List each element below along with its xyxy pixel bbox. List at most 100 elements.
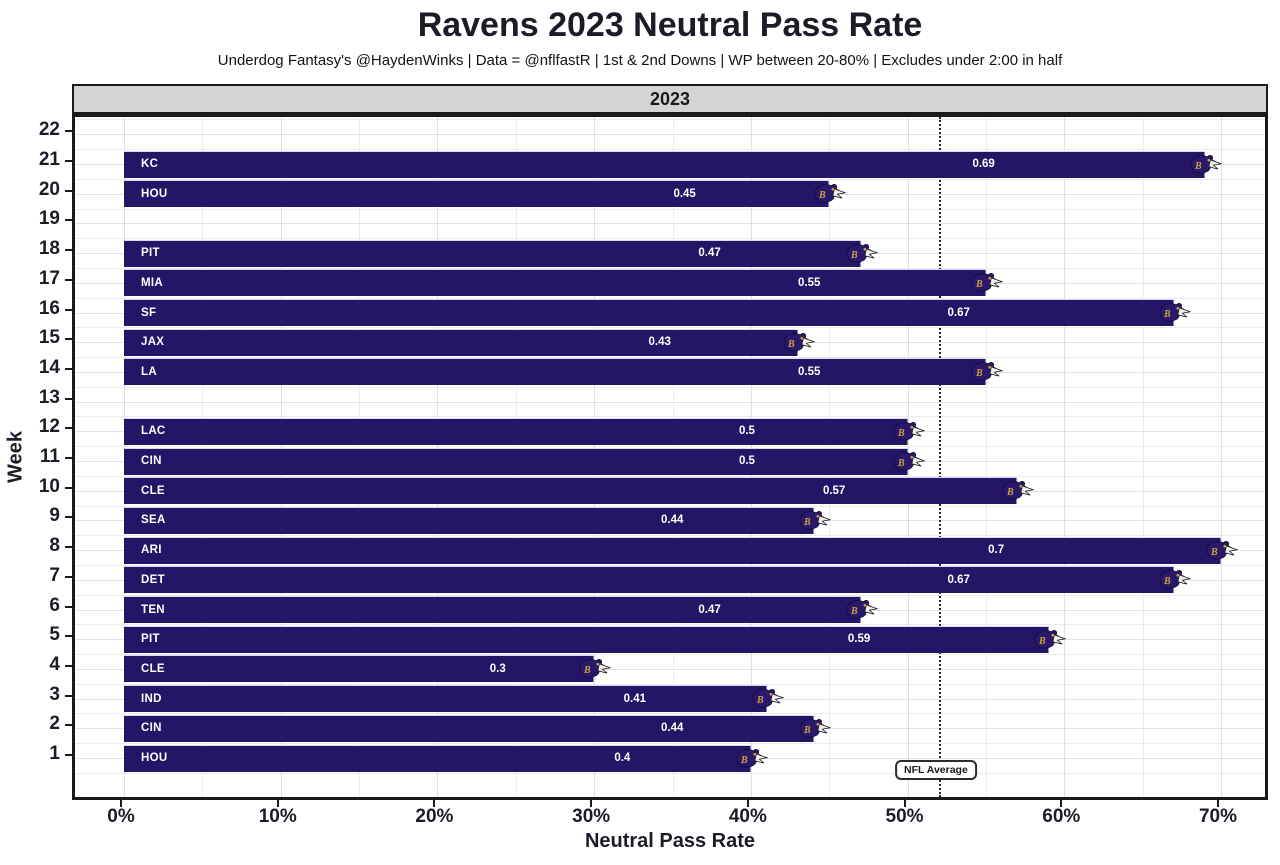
facet-strip: 2023 bbox=[72, 84, 1268, 114]
nfl-average-label: NFL Average bbox=[895, 760, 977, 780]
bar-value-label: 0.47 bbox=[698, 247, 721, 260]
y-axis-tick bbox=[65, 189, 72, 192]
gridline-vertical bbox=[985, 117, 987, 797]
gridline-horizontal bbox=[75, 134, 1265, 136]
y-axis-tick bbox=[65, 219, 72, 222]
bar-value-label: 0.44 bbox=[660, 722, 684, 735]
bar-value-label: 0.67 bbox=[947, 573, 970, 586]
pass-rate-bar-week-5: PIT 0.59 bbox=[124, 625, 1049, 653]
x-axis-tick-label: 20% bbox=[415, 806, 454, 827]
gridline-horizontal bbox=[75, 327, 1265, 329]
svg-text:B: B bbox=[1038, 636, 1046, 647]
svg-text:B: B bbox=[1163, 576, 1171, 587]
y-axis-tick-label: 18 bbox=[38, 238, 60, 260]
svg-text:B: B bbox=[1163, 309, 1171, 320]
ravens-logo-icon: B bbox=[797, 717, 832, 740]
pass-rate-bar-week-6: TEN 0.47 bbox=[124, 596, 861, 623]
pass-rate-bar-week-15: JAX 0.43 bbox=[124, 328, 798, 356]
pass-rate-bar-week-16: SF 0.67 bbox=[124, 299, 1174, 326]
ravens-logo-icon: B bbox=[797, 509, 832, 532]
gridline-horizontal bbox=[75, 772, 1265, 774]
bar-opponent-label: JAX bbox=[141, 336, 165, 349]
x-axis-tick-label: 40% bbox=[728, 806, 767, 827]
x-axis-tick bbox=[433, 800, 436, 807]
ravens-logo-icon: B bbox=[1188, 153, 1223, 176]
gridline-horizontal bbox=[75, 668, 1265, 670]
bar-opponent-label: MIA bbox=[141, 276, 163, 289]
ravens-logo-icon: B bbox=[812, 182, 847, 205]
bar-value-label: 0.7 bbox=[988, 544, 1005, 557]
bar-value-label: 0.67 bbox=[947, 306, 970, 319]
bar-opponent-label: PIT bbox=[141, 247, 160, 260]
gridline-horizontal bbox=[75, 297, 1265, 299]
y-axis-tick bbox=[65, 575, 72, 578]
x-axis-tick bbox=[1060, 800, 1063, 807]
bar-opponent-label: CIN bbox=[141, 455, 162, 467]
bar-value-label: 0.47 bbox=[698, 603, 721, 616]
gridline-horizontal bbox=[75, 624, 1265, 626]
gridline-horizontal bbox=[75, 386, 1265, 388]
pass-rate-bar-week-2: CIN 0.44 bbox=[124, 714, 814, 742]
x-axis-tick bbox=[903, 800, 906, 807]
y-axis-tick-label: 13 bbox=[38, 386, 60, 408]
ravens-logo-icon: B bbox=[891, 420, 926, 443]
svg-text:B: B bbox=[850, 606, 858, 617]
gridline-horizontal bbox=[75, 178, 1265, 180]
bar-value-label: 0.55 bbox=[798, 276, 821, 289]
y-axis-tick bbox=[65, 694, 72, 697]
x-axis-tick bbox=[1217, 800, 1219, 807]
gridline-horizontal bbox=[75, 743, 1265, 745]
bar-opponent-label: LA bbox=[141, 365, 157, 378]
bar-opponent-label: SF bbox=[141, 306, 157, 319]
svg-text:B: B bbox=[818, 190, 826, 201]
gridline-vertical bbox=[1064, 117, 1066, 797]
plot-panel: KC 0.69 B HOU 0.45 B PIT 0.47 B MIA 0.55 B SF 0.67 B JA… bbox=[72, 114, 1268, 800]
ravens-logo-icon: B bbox=[844, 242, 879, 265]
bar-opponent-label: KC bbox=[141, 158, 159, 170]
gridline-horizontal bbox=[75, 505, 1265, 507]
y-axis-tick bbox=[65, 160, 72, 162]
gridline-horizontal bbox=[75, 416, 1265, 418]
svg-text:B: B bbox=[897, 428, 905, 439]
pass-rate-bar-week-20: HOU 0.45 bbox=[124, 180, 830, 208]
y-axis-tick bbox=[65, 664, 72, 667]
pass-rate-bar-week-12: LAC 0.5 bbox=[124, 417, 908, 445]
svg-text:B: B bbox=[897, 458, 905, 469]
bar-opponent-label: LAC bbox=[141, 425, 166, 438]
y-axis-tick-label: 3 bbox=[49, 683, 60, 705]
y-axis-tick-label: 6 bbox=[49, 594, 60, 616]
bar-value-label: 0.41 bbox=[623, 692, 646, 705]
gridline-horizontal bbox=[75, 475, 1265, 477]
svg-text:B: B bbox=[756, 695, 764, 706]
y-axis-tick bbox=[65, 397, 72, 400]
gridline-horizontal bbox=[75, 401, 1265, 403]
x-axis-tick bbox=[276, 800, 279, 807]
bar-value-label: 0.5 bbox=[738, 455, 755, 467]
y-axis-tick bbox=[65, 249, 72, 252]
y-axis-tick-label: 7 bbox=[49, 564, 60, 586]
bar-opponent-label: ARI bbox=[141, 544, 162, 557]
bar-opponent-label: CIN bbox=[141, 722, 162, 735]
ravens-logo-icon: B bbox=[734, 747, 769, 770]
y-axis-tick-label: 20 bbox=[38, 178, 60, 200]
y-axis-tick bbox=[65, 724, 72, 727]
ravens-logo-icon: B bbox=[577, 657, 612, 680]
x-axis-tick-label: 0% bbox=[107, 806, 135, 827]
bar-value-label: 0.44 bbox=[660, 514, 684, 527]
gridline-horizontal bbox=[75, 149, 1265, 151]
svg-text:B: B bbox=[740, 755, 748, 766]
svg-text:B: B bbox=[850, 250, 858, 261]
y-axis-tick bbox=[65, 486, 72, 489]
ravens-logo-icon: B bbox=[844, 598, 879, 621]
chart-title: Ravens 2023 Neutral Pass Rate bbox=[417, 6, 923, 44]
y-axis-tick-label: 2 bbox=[49, 713, 60, 735]
y-axis-tick bbox=[65, 308, 72, 311]
y-axis-tick-label: 5 bbox=[49, 624, 60, 646]
gridline-horizontal bbox=[75, 446, 1265, 448]
gridline-horizontal bbox=[75, 654, 1265, 656]
svg-text:B: B bbox=[803, 517, 811, 528]
pass-rate-bar-week-4: CLE 0.3 bbox=[124, 655, 595, 683]
bar-opponent-label: HOU bbox=[141, 752, 168, 764]
gridline-horizontal bbox=[75, 357, 1265, 359]
pass-rate-bar-week-18: PIT 0.47 bbox=[124, 239, 861, 267]
